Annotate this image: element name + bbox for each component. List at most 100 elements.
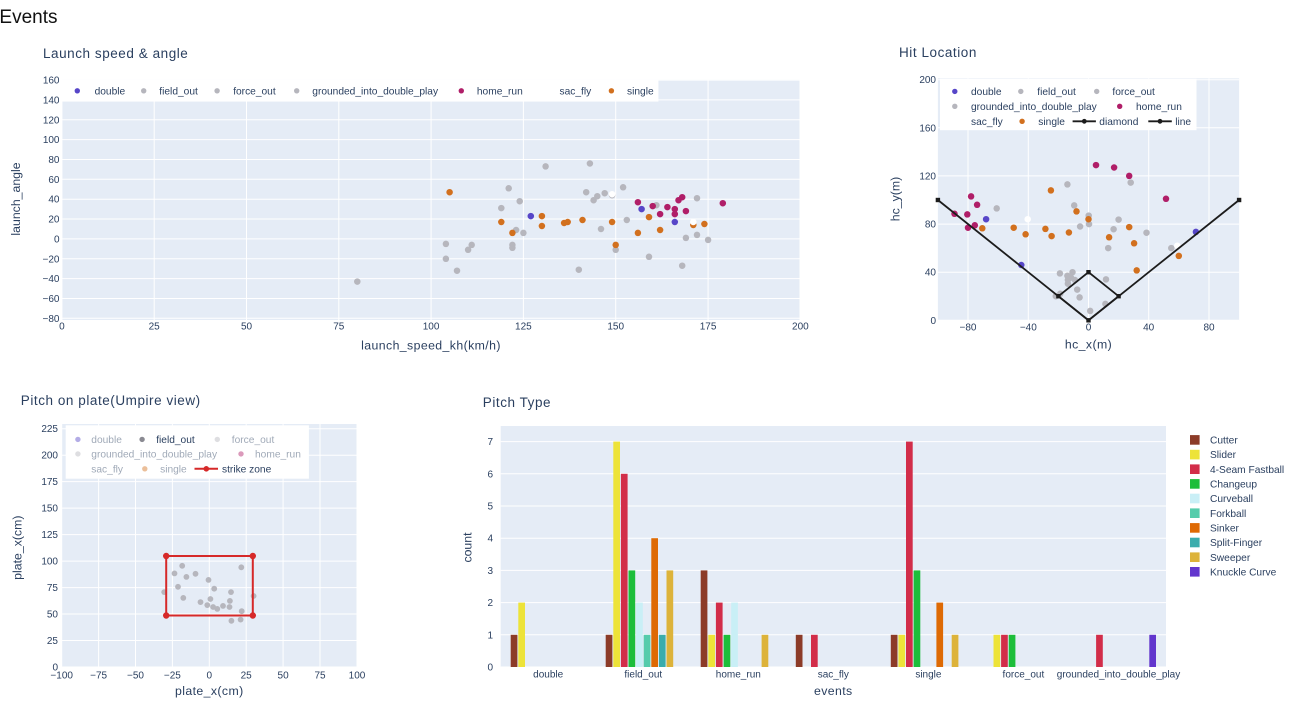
svg-text:home_run: home_run: [477, 86, 523, 97]
svg-text:grounded_into_double_play: grounded_into_double_play: [91, 450, 218, 461]
svg-text:hc_y(m): hc_y(m): [889, 177, 903, 221]
svg-text:field_out: field_out: [156, 435, 195, 446]
svg-text:0: 0: [1086, 323, 1092, 334]
svg-text:events: events: [814, 684, 853, 698]
svg-text:50: 50: [47, 610, 59, 621]
svg-text:0: 0: [52, 663, 58, 674]
svg-text:double: double: [91, 435, 122, 446]
svg-text:125: 125: [515, 321, 532, 332]
svg-text:grounded_into_double_play: grounded_into_double_play: [312, 86, 439, 97]
svg-text:100: 100: [423, 321, 440, 332]
svg-text:75: 75: [47, 583, 59, 594]
svg-text:150: 150: [607, 321, 624, 332]
svg-text:−80: −80: [960, 323, 977, 334]
svg-text:force_out: force_out: [1112, 87, 1155, 98]
svg-text:Slider: Slider: [1210, 450, 1237, 461]
svg-text:double: double: [971, 87, 1002, 98]
svg-text:−60: −60: [43, 294, 60, 305]
svg-text:home_run: home_run: [255, 450, 301, 461]
svg-text:Sweeper: Sweeper: [1210, 553, 1251, 564]
svg-text:−75: −75: [90, 671, 107, 682]
svg-text:sac_fly: sac_fly: [818, 670, 849, 681]
svg-text:Knuckle Curve: Knuckle Curve: [1210, 567, 1277, 578]
svg-text:3: 3: [487, 566, 493, 577]
svg-text:−80: −80: [43, 314, 60, 325]
svg-text:force_out: force_out: [232, 435, 275, 446]
svg-text:Pitch on plate(Umpire view): Pitch on plate(Umpire view): [21, 393, 201, 408]
svg-text:line: line: [1175, 117, 1191, 128]
svg-text:4-Seam Fastball: 4-Seam Fastball: [1210, 465, 1284, 476]
svg-text:Pitch Type: Pitch Type: [483, 395, 551, 410]
svg-text:grounded_into_double_play: grounded_into_double_play: [1057, 670, 1180, 681]
svg-text:−25: −25: [164, 671, 181, 682]
svg-text:175: 175: [700, 321, 717, 332]
svg-text:Split-Finger: Split-Finger: [1210, 538, 1263, 549]
svg-text:−40: −40: [43, 274, 60, 285]
svg-text:double: double: [95, 86, 126, 97]
svg-text:Hit Location: Hit Location: [899, 45, 977, 60]
svg-text:plate_x(cm): plate_x(cm): [11, 516, 25, 580]
svg-text:40: 40: [1143, 323, 1155, 334]
svg-text:160: 160: [919, 123, 936, 134]
svg-text:200: 200: [41, 451, 58, 462]
svg-text:count: count: [460, 532, 474, 563]
svg-text:Sinker: Sinker: [1210, 524, 1239, 535]
svg-text:−100: −100: [50, 671, 73, 682]
svg-text:100: 100: [349, 671, 366, 682]
svg-text:50: 50: [241, 321, 253, 332]
svg-text:field_out: field_out: [159, 86, 198, 97]
svg-text:25: 25: [47, 636, 59, 647]
svg-text:sac_fly: sac_fly: [560, 86, 593, 97]
svg-text:Forkball: Forkball: [1210, 509, 1246, 520]
svg-text:field_out: field_out: [624, 670, 662, 681]
svg-text:double: double: [533, 670, 563, 681]
svg-text:40: 40: [925, 268, 937, 279]
svg-text:25: 25: [149, 321, 161, 332]
svg-text:120: 120: [43, 115, 60, 126]
svg-text:Cutter: Cutter: [1210, 436, 1238, 447]
svg-text:125: 125: [41, 530, 58, 541]
svg-text:200: 200: [919, 75, 936, 86]
svg-text:6: 6: [487, 469, 493, 480]
svg-text:0: 0: [59, 321, 65, 332]
svg-text:−20: −20: [43, 254, 60, 265]
svg-text:sac_fly: sac_fly: [971, 117, 1004, 128]
svg-text:100: 100: [43, 135, 60, 146]
svg-text:launch_speed_kh(km/h): launch_speed_kh(km/h): [361, 339, 501, 353]
svg-text:5: 5: [487, 502, 493, 513]
svg-text:field_out: field_out: [1037, 87, 1076, 98]
svg-text:75: 75: [333, 321, 345, 332]
svg-text:225: 225: [41, 424, 58, 435]
svg-text:4: 4: [487, 534, 493, 545]
svg-text:0: 0: [207, 671, 213, 682]
svg-text:40: 40: [48, 195, 60, 206]
svg-text:grounded_into_double_play: grounded_into_double_play: [971, 102, 1098, 113]
svg-text:diamond: diamond: [1099, 117, 1138, 128]
svg-text:150: 150: [41, 504, 58, 515]
svg-text:Curveball: Curveball: [1210, 494, 1253, 505]
svg-text:75: 75: [314, 671, 326, 682]
svg-text:single: single: [160, 464, 187, 475]
svg-text:Changeup: Changeup: [1210, 480, 1257, 491]
svg-text:−50: −50: [127, 671, 144, 682]
svg-text:80: 80: [925, 220, 937, 231]
svg-text:plate_x(cm): plate_x(cm): [175, 684, 244, 698]
svg-text:launch_angle: launch_angle: [9, 162, 23, 235]
svg-text:0: 0: [54, 234, 60, 245]
svg-text:0: 0: [487, 663, 493, 674]
svg-text:single: single: [915, 670, 942, 681]
svg-text:140: 140: [43, 95, 60, 106]
svg-text:175: 175: [41, 477, 58, 488]
svg-text:50: 50: [278, 671, 290, 682]
svg-text:2: 2: [487, 598, 493, 609]
svg-text:single: single: [627, 86, 654, 97]
svg-text:single: single: [1038, 117, 1065, 128]
svg-text:80: 80: [48, 155, 60, 166]
svg-text:60: 60: [48, 175, 60, 186]
svg-text:0: 0: [930, 316, 936, 327]
svg-text:force_out: force_out: [1003, 670, 1045, 681]
svg-text:80: 80: [1203, 323, 1215, 334]
svg-text:−40: −40: [1020, 323, 1037, 334]
svg-text:force_out: force_out: [233, 86, 276, 97]
svg-text:160: 160: [43, 76, 60, 87]
